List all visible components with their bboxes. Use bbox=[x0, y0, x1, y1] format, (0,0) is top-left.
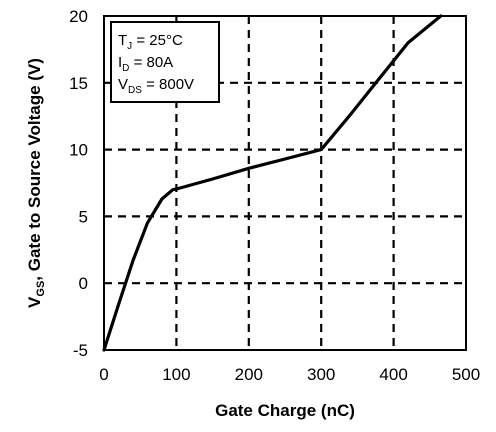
series-layer bbox=[102, 14, 443, 352]
conditions-box-frame bbox=[110, 21, 220, 103]
x-tick-label: 100 bbox=[162, 365, 190, 384]
y-axis-title-subscript: GS bbox=[35, 281, 47, 297]
y-axis-title-main: V bbox=[25, 296, 44, 308]
y-tick-label: -5 bbox=[73, 341, 88, 360]
y-tick-label: 5 bbox=[79, 207, 88, 226]
x-tick-label: 500 bbox=[452, 365, 480, 384]
y-tick-label: 15 bbox=[69, 74, 88, 93]
y-tick-label: 0 bbox=[79, 274, 88, 293]
plot-frame bbox=[103, 15, 467, 351]
condition-line: VDS = 800V bbox=[118, 76, 194, 96]
y-axis-title: VGS, Gate to Source Voltage (V) bbox=[25, 58, 47, 308]
x-tick-label: 0 bbox=[99, 365, 108, 384]
condition-line: ID = 80A bbox=[118, 54, 173, 74]
x-tick-label: 300 bbox=[307, 365, 335, 384]
x-axis-title: Gate Charge (nC) bbox=[215, 401, 355, 420]
y-tick-label: 20 bbox=[69, 7, 88, 26]
ticks-layer: 0 100 200 300 400 500 -5 0 5 10 15 20 bbox=[69, 7, 480, 384]
vgs-curve bbox=[102, 14, 443, 352]
y-axis-title-rest: , Gate to Source Voltage (V) bbox=[25, 58, 44, 281]
y-tick-label: 10 bbox=[69, 141, 88, 160]
condition-line: TJ = 25°C bbox=[118, 32, 183, 52]
x-tick-label: 200 bbox=[235, 365, 263, 384]
x-tick-label: 400 bbox=[379, 365, 407, 384]
